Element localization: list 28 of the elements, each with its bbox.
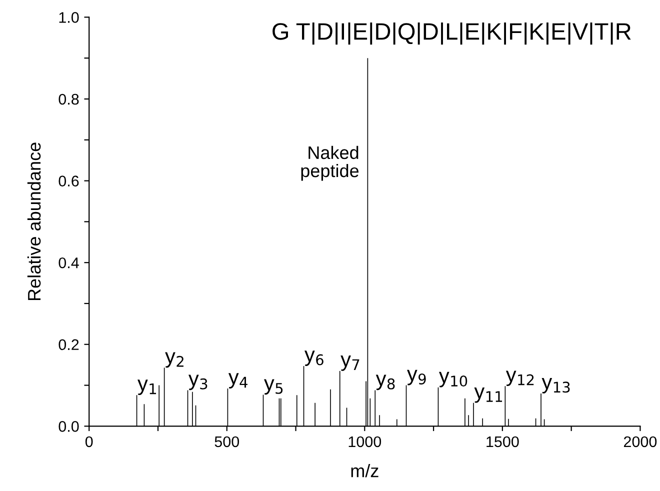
annotation: y$_{11}$	[474, 387, 502, 403]
annotation: y$_{12}$	[506, 370, 534, 386]
annotation: y$_{6}$	[304, 350, 324, 366]
y-tick-label: 0.0	[58, 421, 79, 432]
y-tick-label: 0.8	[58, 94, 79, 105]
x-tick-label: 2000	[624, 436, 657, 448]
annotation: y$_{7}$	[340, 356, 360, 371]
annotation: G T|D|I|E|D|Q|D|L|E|K|F|K|E|V|T|R	[272, 22, 631, 45]
annotation: y$_{1}$	[138, 380, 156, 396]
x-tick-label: 0	[85, 436, 93, 448]
annotation: y$_{5}$	[264, 379, 283, 395]
x-tick-label: 500	[214, 436, 240, 448]
annotation: y$_{13}$	[542, 378, 570, 394]
x-tick-label: 1000	[348, 436, 382, 448]
y-tick-label: 0.2	[58, 339, 79, 350]
annotation: Naked peptide	[301, 146, 359, 181]
annotation: y$_{4}$	[228, 373, 248, 388]
annotation: y$_{8}$	[376, 374, 395, 390]
annotation: y$_{3}$	[188, 374, 208, 390]
y-tick-label: 0.6	[58, 176, 79, 186]
x-axis-title: m/z	[351, 464, 378, 478]
annotation: y$_{10}$	[438, 372, 468, 388]
y-axis-title: Relative abundance	[27, 142, 41, 300]
x-tick-label: 1500	[486, 436, 519, 448]
annotation: y$_{2}$	[165, 352, 184, 368]
y-tick-label: 1.0	[59, 12, 79, 23]
y-tick-label: 0.4	[58, 257, 79, 268]
annotation: y$_{9}$	[407, 370, 426, 386]
